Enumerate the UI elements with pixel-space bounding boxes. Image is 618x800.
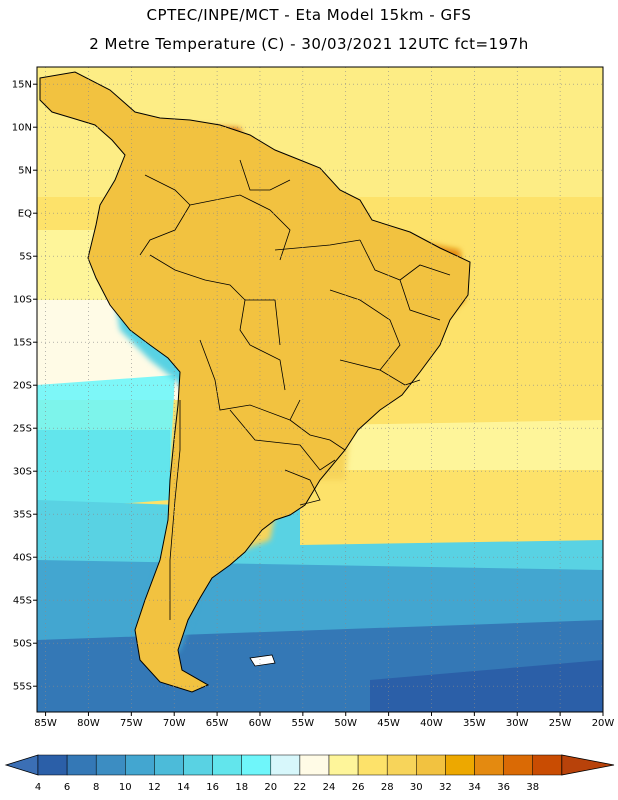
colorbar: 4 6 8 10 12 14 16 18 20 22 24 26 28 30 32 34 36 38 <box>4 754 615 793</box>
lat-tick-label: 15N <box>12 80 32 91</box>
lat-tick-label: 35S <box>13 510 32 521</box>
longitude-axis: 85W 80W 75W 70W 65W 60W 55W 50W 45W 40W 35W 30W 25W 2… <box>34 712 614 729</box>
colorbar-label: 10 <box>119 782 132 793</box>
lon-tick-label: 65W <box>206 718 229 729</box>
colorbar-swatch <box>416 754 446 776</box>
colorbar-label: 14 <box>177 782 190 793</box>
lon-tick-label: 70W <box>163 718 186 729</box>
lon-tick-label: 55W <box>292 718 315 729</box>
colorbar-low-arrow <box>4 754 39 776</box>
falkland-islands <box>249 654 276 667</box>
lat-tick-label: 25S <box>13 424 32 435</box>
lon-tick-label: 20W <box>592 718 615 729</box>
colorbar-label: 4 <box>35 782 41 793</box>
colorbar-label: 30 <box>410 782 423 793</box>
map-title-line-1: CPTEC/INPE/MCT - Eta Model 15km - GFS <box>146 6 472 24</box>
lat-tick-label: 30S <box>13 467 32 478</box>
lon-tick-label: 60W <box>249 718 272 729</box>
colorbar-swatch <box>125 754 155 776</box>
colorbar-label: 16 <box>206 782 219 793</box>
lon-tick-label: 75W <box>120 718 143 729</box>
lat-tick-label: 5N <box>18 166 32 177</box>
lon-tick-label: 45W <box>377 718 400 729</box>
ocean-atlantic-mild <box>330 420 603 470</box>
lon-tick-label: 50W <box>334 718 357 729</box>
lat-tick-label: 15S <box>13 338 32 349</box>
colorbar-label: 6 <box>64 782 70 793</box>
ocean-pacific-colder <box>37 430 170 510</box>
lat-tick-label: 50S <box>13 639 32 650</box>
colorbar-label: 28 <box>381 782 394 793</box>
lat-tick-label: 5S <box>19 252 32 263</box>
lon-tick-label: 40W <box>420 718 443 729</box>
lon-tick-label: 80W <box>77 718 100 729</box>
colorbar-swatch <box>328 754 359 776</box>
lat-tick-label: 45S <box>13 596 32 607</box>
map-frame <box>36 66 604 713</box>
colorbar-swatch <box>503 754 533 776</box>
colorbar-swatch <box>241 754 272 776</box>
colorbar-swatch <box>212 754 242 776</box>
colorbar-label: 34 <box>468 782 481 793</box>
colorbar-label: 22 <box>294 782 307 793</box>
lat-tick-label: 20S <box>13 381 32 392</box>
ocean-coldest <box>370 660 603 712</box>
lat-tick-label: 40S <box>13 553 32 564</box>
lon-tick-label: 35W <box>463 718 486 729</box>
map-title-line-2: 2 Metre Temperature (C) - 30/03/2021 12U… <box>89 35 529 53</box>
colorbar-swatch <box>474 754 504 776</box>
colorbar-swatch <box>95 754 126 776</box>
temperature-map: 15N 10N 5N EQ 5S 10S 15S 20S 25S 30S 35S 40S 45S 50S 5… <box>12 66 614 729</box>
colorbar-label: 12 <box>148 782 161 793</box>
colorbar-label: 8 <box>93 782 99 793</box>
lat-tick-label: 10N <box>12 123 32 134</box>
colorbar-swatch <box>154 754 184 776</box>
lon-tick-label: 30W <box>506 718 529 729</box>
colorbar-label: 32 <box>439 782 452 793</box>
colorbar-high-arrow <box>561 754 615 776</box>
colorbar-label: 20 <box>264 782 277 793</box>
lon-tick-label: 85W <box>34 718 57 729</box>
colorbar-swatch <box>532 754 563 776</box>
colorbar-label: 18 <box>235 782 248 793</box>
colorbar-swatch <box>299 754 330 776</box>
colorbar-label: 24 <box>323 782 336 793</box>
lat-tick-label: EQ <box>18 209 32 220</box>
ocean-atlantic-front <box>300 505 603 545</box>
colorbar-swatch <box>183 754 213 776</box>
lon-tick-label: 25W <box>549 718 572 729</box>
colorbar-swatch <box>66 754 97 776</box>
colorbar-label: 26 <box>352 782 365 793</box>
colorbar-label: 36 <box>497 782 510 793</box>
colorbar-swatch <box>37 754 68 776</box>
lat-tick-label: 55S <box>13 682 32 693</box>
colorbar-swatch <box>445 754 475 776</box>
latitude-axis: 15N 10N 5N EQ 5S 10S 15S 20S 25S 30S 35S 40S 45S 50S 5… <box>12 80 37 693</box>
colorbar-swatch <box>270 754 301 776</box>
colorbar-label: 38 <box>526 782 539 793</box>
colorbar-swatch <box>386 754 417 776</box>
colorbar-swatch <box>357 754 388 776</box>
lat-tick-label: 10S <box>13 295 32 306</box>
